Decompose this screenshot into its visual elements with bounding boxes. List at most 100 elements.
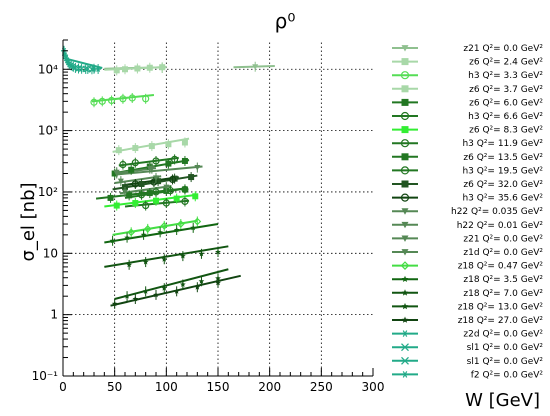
legend-label: z6 Q²= 2.4 GeV² <box>469 58 543 68</box>
legend-label: h3 Q²= 6.6 GeV² <box>468 112 543 122</box>
data-point <box>165 141 172 148</box>
data-point <box>171 175 178 182</box>
legend-label: z18 Q²= 13.0 GeV² <box>458 302 544 312</box>
legend-marker <box>401 289 409 296</box>
x-tick-label: 150 <box>207 380 230 394</box>
data-point <box>192 193 199 200</box>
data-point <box>115 147 122 154</box>
data-point <box>132 200 139 207</box>
data-point <box>142 259 149 265</box>
y-tick-label: 1 <box>50 308 58 322</box>
data-point <box>111 300 118 307</box>
data-point <box>194 165 201 171</box>
legend-label: z6 Q²= 32.0 GeV² <box>463 180 543 190</box>
legend-label: z1d Q²= 0.0 GeV² <box>463 248 543 258</box>
data-point <box>113 169 120 176</box>
legend-marker <box>401 371 409 378</box>
data-point <box>146 64 153 71</box>
legend-label: z18 Q²= 27.0 GeV² <box>458 316 544 326</box>
legend-marker <box>401 45 409 52</box>
legend-label: z6 Q²= 13.5 GeV² <box>463 153 543 163</box>
data-point <box>171 155 179 163</box>
data-point <box>190 224 197 231</box>
data-point <box>113 67 120 74</box>
legend-marker <box>401 153 409 161</box>
data-point <box>109 237 116 244</box>
data-point <box>146 166 153 172</box>
data-point <box>142 201 150 210</box>
data-point <box>142 95 150 103</box>
legend-marker <box>401 98 409 106</box>
x-tick-label: 0 <box>59 380 67 394</box>
legend-label: h3 Q²= 35.6 GeV² <box>462 194 543 204</box>
data-point <box>117 178 124 185</box>
data-point <box>153 175 159 181</box>
legend-marker <box>401 356 409 365</box>
data-point <box>159 64 166 71</box>
data-point <box>127 228 136 237</box>
legend-marker <box>401 343 409 352</box>
data-point <box>131 159 139 167</box>
legend: z21 Q²= 0.0 GeV² z6 Q²= 2.4 GeV² h3 Q²= 3.… <box>392 44 543 380</box>
fit-line-14 <box>114 175 162 184</box>
data-point <box>138 180 145 187</box>
legend-marker <box>401 302 409 310</box>
data-point <box>132 296 139 302</box>
data-point <box>107 194 114 201</box>
data-point <box>134 65 141 72</box>
data-point <box>161 285 168 291</box>
legend-marker <box>400 71 410 80</box>
data-point <box>98 97 106 105</box>
data-point <box>90 98 98 106</box>
legend-label: z21 Q²= 0.0 GeV² <box>463 234 543 244</box>
legend-label: h3 Q²= 11.9 GeV² <box>462 139 543 149</box>
legend-label: z6 Q²= 6.0 GeV² <box>469 98 543 108</box>
legend-label: h3 Q²= 3.3 GeV² <box>468 71 543 81</box>
data-point <box>176 220 185 228</box>
data-point <box>131 180 139 188</box>
legend-label: sl1 Q²= 0.0 GeV² <box>467 357 544 367</box>
data-point <box>181 157 188 164</box>
legend-label: sl1 Q²= 0.0 GeV² <box>467 343 544 353</box>
legend-marker <box>400 166 410 175</box>
data-point <box>126 261 132 268</box>
data-point <box>119 95 127 103</box>
data-point <box>168 175 177 184</box>
data-point <box>157 229 163 235</box>
data-point <box>119 160 127 169</box>
x-tick-label: 200 <box>258 380 281 394</box>
data-point <box>215 279 221 286</box>
legend-marker <box>401 126 409 134</box>
legend-label: h3 Q²= 19.5 GeV² <box>462 166 543 176</box>
fit-line-6 <box>104 193 198 208</box>
fit-line-19 <box>114 268 229 300</box>
data-point <box>132 145 139 152</box>
legend-label: z18 Q²= 0.47 GeV² <box>458 262 544 272</box>
data-point <box>126 192 133 199</box>
axes: 0 50 100 150 200 250 300 10⁻¹ 1 10 10² 10³ 10⁴ <box>32 39 384 394</box>
x-tick-label: 50 <box>107 380 122 394</box>
legend-marker <box>400 139 410 148</box>
legend-label: f2 Q²= 0.0 GeV² <box>471 370 544 380</box>
data-point <box>160 222 169 230</box>
data-point <box>124 234 130 241</box>
data-point <box>107 96 116 105</box>
legend-label: h22 Q²= 0.01 GeV² <box>457 221 544 231</box>
y-tick-label: 10 <box>43 246 58 260</box>
legend-label: z18 Q²= 7.0 GeV² <box>463 289 543 299</box>
data-point <box>161 256 168 262</box>
data-point <box>162 199 170 207</box>
data-point <box>128 94 136 102</box>
x-tick-label: 100 <box>155 380 178 394</box>
legend-marker <box>401 221 409 229</box>
data-point <box>113 202 120 209</box>
legend-marker <box>401 235 409 242</box>
legend-label: z6 Q²= 8.3 GeV² <box>469 126 543 136</box>
legend-marker <box>401 58 409 66</box>
legend-marker <box>401 316 409 323</box>
data-point <box>148 143 155 150</box>
data-point <box>153 197 159 204</box>
legend-marker <box>401 249 409 256</box>
data-point <box>152 188 160 196</box>
